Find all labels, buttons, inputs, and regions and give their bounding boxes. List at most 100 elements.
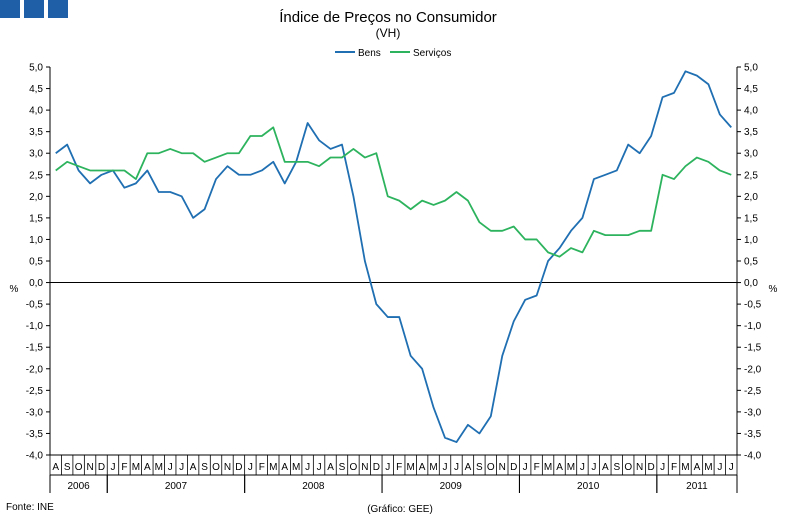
source-note: Fonte: INE [6, 502, 54, 513]
month-label: S [476, 462, 483, 473]
y-tick-label-right: 3,0 [744, 149, 758, 160]
month-label: F [259, 462, 265, 473]
y-tick-label-right: 2,0 [744, 192, 758, 203]
month-label: D [235, 462, 242, 473]
year-label: 2007 [165, 481, 188, 492]
y-tick-label-right: -1,0 [744, 321, 762, 332]
y-tick-label-right: 2,5 [744, 170, 758, 181]
month-label: J [179, 462, 184, 473]
month-label: J [317, 462, 322, 473]
month-label: N [499, 462, 506, 473]
year-label: 2006 [68, 481, 91, 492]
month-label: S [339, 462, 346, 473]
month-label: M [681, 462, 689, 473]
y-tick-label-right: 4,0 [744, 106, 758, 117]
month-label: J [660, 462, 665, 473]
month-label: M [292, 462, 300, 473]
y-ticks: 5,0 5,0 4,5 4,5 4,0 4,0 3,5 3,5 3,0 3,0 2,5 2,5 2,0 2… [26, 63, 762, 462]
y-tick-label-left: 2,5 [29, 170, 43, 181]
month-label: S [613, 462, 620, 473]
month-label: M [269, 462, 277, 473]
y-tick-label-left: -4,0 [26, 451, 44, 462]
month-label: M [567, 462, 575, 473]
y-tick-label-left: 1,0 [29, 235, 43, 246]
year-label: 2009 [440, 481, 463, 492]
legend: Bens Serviços [335, 48, 451, 59]
month-label: O [212, 462, 220, 473]
y-tick-label-right: -3,5 [744, 429, 762, 440]
month-label: J [580, 462, 585, 473]
y-tick-label-right: 1,0 [744, 235, 758, 246]
series-lines [55, 70, 732, 443]
year-label: 2010 [577, 481, 600, 492]
y-tick-label-left: -2,5 [26, 386, 44, 397]
month-label: A [281, 462, 288, 473]
month-label: M [407, 462, 415, 473]
y-tick-label-left: 4,5 [29, 84, 43, 95]
series-line-servicos [55, 126, 732, 258]
y-tick-label-left: -1,5 [26, 343, 44, 354]
month-label: A [190, 462, 197, 473]
month-label: A [465, 462, 472, 473]
month-label: D [98, 462, 105, 473]
month-label: M [132, 462, 140, 473]
y-tick-label-left: 1,5 [29, 213, 43, 224]
month-label: J [717, 462, 722, 473]
y-tick-label-right: -1,5 [744, 343, 762, 354]
y-tick-label-right: -3,0 [744, 407, 762, 418]
y-tick-label-left: 3,5 [29, 127, 43, 138]
brand-square-1 [0, 0, 20, 18]
axes [49, 67, 738, 455]
month-label: M [429, 462, 437, 473]
legend-label-bens: Bens [358, 48, 381, 59]
y-tick-label-right: -2,0 [744, 364, 762, 375]
chart-title: Índice de Preços no Consumidor [279, 9, 497, 26]
y-tick-label-left: -3,0 [26, 407, 44, 418]
month-label: D [648, 462, 655, 473]
y-tick-label-left: 3,0 [29, 149, 43, 160]
y-tick-label-right: 5,0 [744, 63, 758, 74]
month-label: M [155, 462, 163, 473]
y-tick-label-left: 0,5 [29, 257, 43, 268]
y-tick-label-left: 0,0 [29, 278, 43, 289]
month-label: N [86, 462, 93, 473]
month-label: J [443, 462, 448, 473]
y-tick-label-left: -2,0 [26, 364, 44, 375]
y-tick-label-right: 0,0 [744, 278, 758, 289]
month-label: M [704, 462, 712, 473]
brand-square-3 [48, 0, 68, 18]
credit-note: (Gráfico: GEE) [367, 504, 433, 515]
brand-square-2 [24, 0, 44, 18]
y-tick-label-left: -0,5 [26, 300, 44, 311]
legend-label-servicos: Serviços [413, 48, 451, 59]
y-tick-label-left: 4,0 [29, 106, 43, 117]
y-tick-label-left: -1,0 [26, 321, 44, 332]
month-label: N [361, 462, 368, 473]
y-tick-label-right: -0,5 [744, 300, 762, 311]
y-tick-label-left: -3,5 [26, 429, 44, 440]
month-label: J [454, 462, 459, 473]
chart-subtitle: (VH) [376, 26, 401, 40]
month-label: N [636, 462, 643, 473]
y-tick-label-right: -2,5 [744, 386, 762, 397]
y-tick-label-left: 5,0 [29, 63, 43, 74]
month-label: O [487, 462, 495, 473]
year-label: 2008 [302, 481, 325, 492]
y-tick-label-right: 0,5 [744, 257, 758, 268]
month-label: A [602, 462, 609, 473]
month-label: M [544, 462, 552, 473]
month-label: J [305, 462, 310, 473]
y-tick-label-left: 2,0 [29, 192, 43, 203]
month-label: S [64, 462, 71, 473]
month-label: J [591, 462, 596, 473]
month-label: J [248, 462, 253, 473]
y-tick-label-right: 3,5 [744, 127, 758, 138]
year-label: 2011 [686, 481, 708, 492]
month-label: D [373, 462, 380, 473]
month-label: O [75, 462, 83, 473]
month-label: F [121, 462, 127, 473]
month-label: F [396, 462, 402, 473]
month-label: A [52, 462, 59, 473]
